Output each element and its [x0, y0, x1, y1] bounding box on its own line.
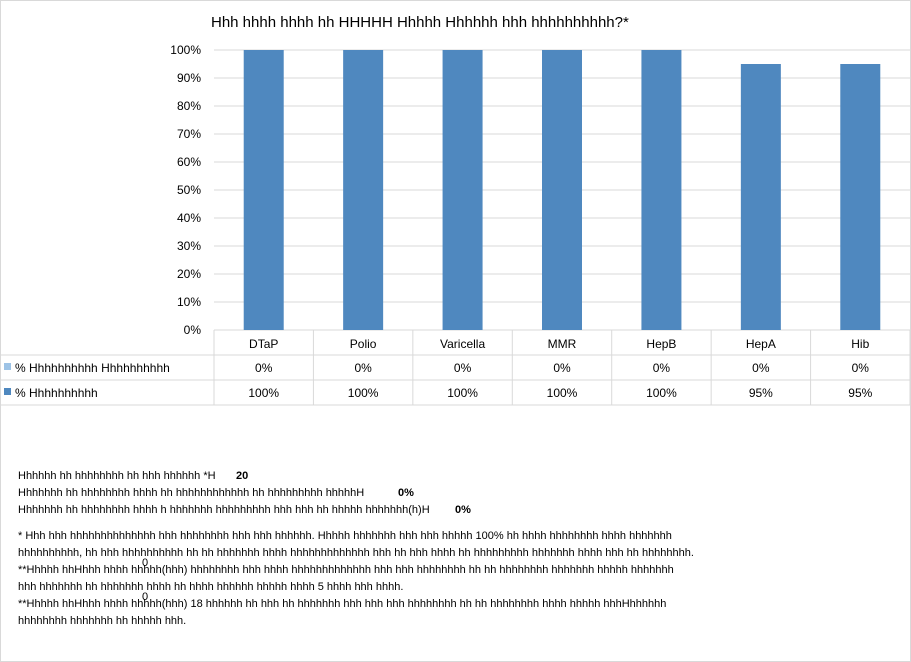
bar	[641, 50, 682, 330]
note-line-2: Hhhhhhh hh hhhhhhhh hhhh hh hhhhhhhhhhhh…	[18, 485, 898, 502]
y-tick-label: 60%	[177, 155, 201, 169]
note-line-2-value: 0%	[398, 487, 414, 499]
note-line-1-text: Hhhhhh hh hhhhhhhh hh hhh hhhhhh *H	[18, 470, 216, 482]
data-label: 100%	[547, 386, 578, 400]
y-tick-label: 40%	[177, 211, 201, 225]
bar	[840, 64, 881, 330]
y-tick-label: 30%	[177, 239, 201, 253]
data-label: 100%	[447, 386, 478, 400]
y-tick-label: 10%	[177, 295, 201, 309]
data-label: 0%	[354, 361, 372, 375]
data-label: 0%	[752, 361, 770, 375]
data-label: 95%	[848, 386, 872, 400]
bar	[442, 50, 483, 330]
y-tick-label: 0%	[184, 323, 202, 337]
bar	[740, 64, 781, 330]
data-label: 0%	[852, 361, 870, 375]
footnote-1-line-2: hhhhhhhhhh, hh hhh hhhhhhhhhh hh hh hhhh…	[18, 547, 694, 559]
y-tick-label: 20%	[177, 267, 201, 281]
x-category-label: Hib	[851, 337, 869, 351]
x-category-label: Varicella	[440, 337, 485, 351]
footnote-3-text: **Hhhhh hhHhhh hhhh hhhhh(hhh) 18 hhhhhh…	[18, 598, 667, 610]
x-category-label: HepA	[746, 337, 776, 351]
chart-title: Hhh hhhh hhhh hh HHHHH Hhhhh Hhhhhh hhh …	[211, 14, 629, 31]
footnote-2-marker: 0	[142, 557, 149, 569]
bar	[243, 50, 284, 330]
legend-swatch	[4, 363, 11, 370]
x-category-label: HepB	[646, 337, 676, 351]
data-label: 0%	[255, 361, 273, 375]
y-tick-label: 90%	[177, 71, 201, 85]
footnote-1-line-1: * Hhh hhh hhhhhhhhhhhhhh hhh hhhhhhhh hh…	[18, 530, 672, 542]
footnote-3-marker: 0	[142, 591, 149, 603]
bar	[343, 50, 384, 330]
data-label: 0%	[553, 361, 571, 375]
data-label: 100%	[646, 386, 677, 400]
y-tick-label: 70%	[177, 127, 201, 141]
data-label: 95%	[749, 386, 773, 400]
data-label: 0%	[454, 361, 472, 375]
x-category-label: Polio	[350, 337, 377, 351]
bar-chart: 0% 10% 20% 30% 40% 50% 60% 70% 80% 90% 100% DTaP Pol…	[0, 43, 911, 406]
legend-entry: % Hhhhhhhhhh Hhhhhhhhhh	[15, 361, 170, 375]
y-tick-label: 100%	[170, 43, 201, 57]
notes-section: Hhhhhh hh hhhhhhhh hh hhh hhhhhh *H 20 H…	[18, 468, 898, 630]
legend-swatch	[4, 388, 11, 395]
legend-entry: % Hhhhhhhhhh	[15, 386, 98, 400]
footnote-2-text: **Hhhhh hhHhhh hhhh hhhhh(hhh) hhhhhhhh …	[18, 564, 674, 576]
note-line-1-value: 20	[236, 470, 249, 482]
x-category-label: DTaP	[249, 337, 278, 351]
x-category-label: MMR	[548, 337, 577, 351]
bar	[542, 50, 582, 330]
footnote-3-line-2: hhhhhhhh hhhhhhh hh hhhhh hhh.	[18, 615, 187, 627]
y-tick-label: 80%	[177, 99, 201, 113]
note-line-3-text: Hhhhhhh hh hhhhhhhh hhhh h hhhhhhh hhhhh…	[18, 504, 430, 516]
data-label: 0%	[653, 361, 671, 375]
note-line-2-text: Hhhhhhh hh hhhhhhhh hhhh hh hhhhhhhhhhhh…	[18, 487, 365, 499]
footnote-3-line-1: **Hhhhh hhHhhh hhhh hhhhh(hhh) 18 hhhhhh…	[18, 591, 898, 613]
note-line-3-value: 0%	[455, 504, 471, 516]
note-line-1: Hhhhhh hh hhhhhhhh hh hhh hhhhhh *H 20	[18, 468, 898, 485]
y-tick-label: 50%	[177, 183, 201, 197]
note-line-3: Hhhhhhh hh hhhhhhhh hhhh h hhhhhhh hhhhh…	[18, 502, 898, 519]
footnote-2-line-1: **Hhhhh hhHhhh hhhh hhhhh(hhh) hhhhhhhh …	[18, 557, 898, 579]
footnote-2-line-2: hhh hhhhhhh hh hhhhhhh hhhh hh hhhh hhhh…	[18, 581, 404, 593]
data-label: 100%	[248, 386, 279, 400]
data-label: 100%	[348, 386, 379, 400]
